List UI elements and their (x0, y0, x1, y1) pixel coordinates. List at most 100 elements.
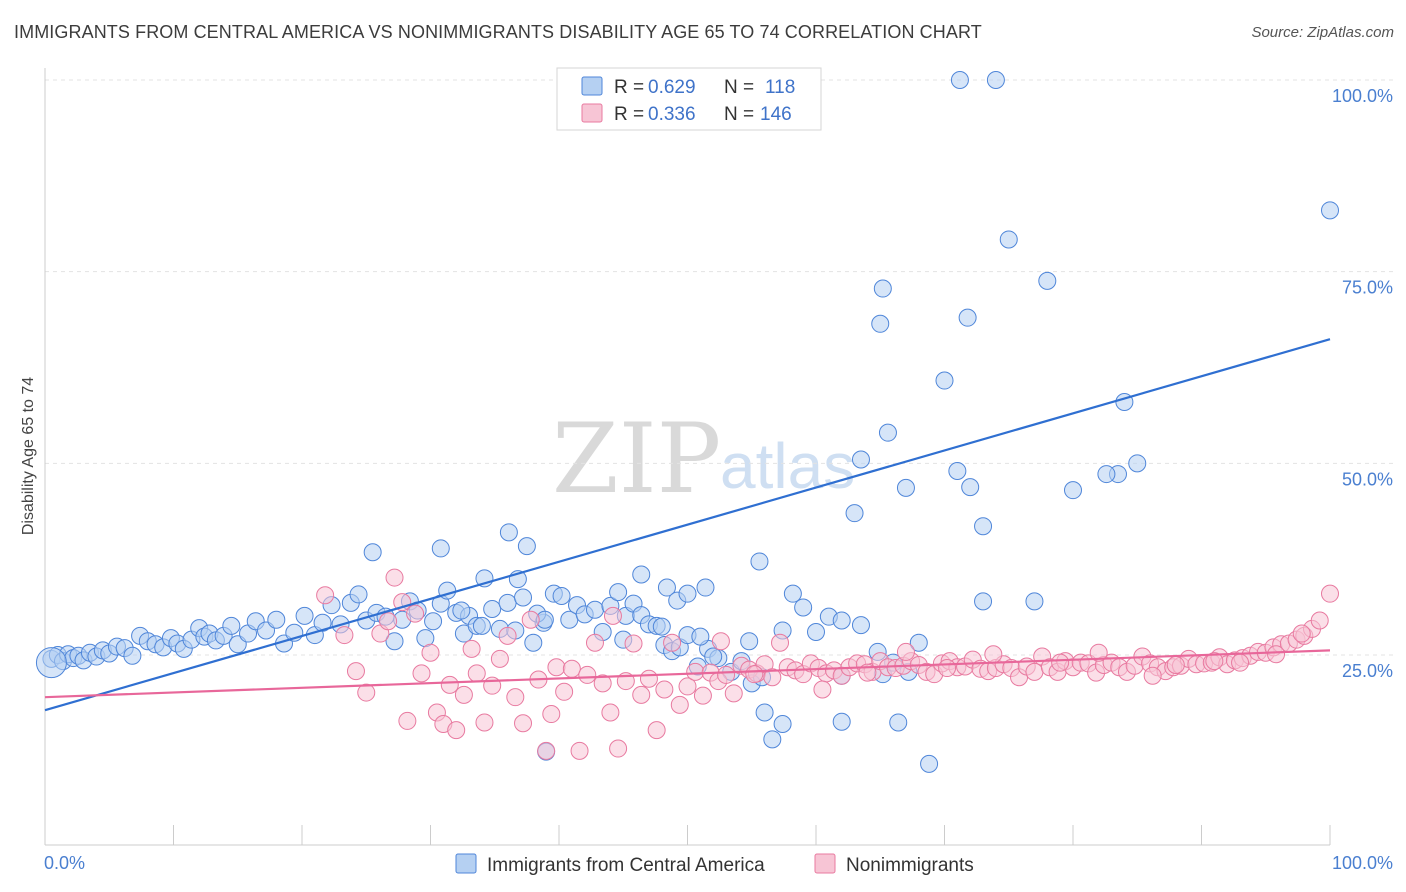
data-point-immigrants (517, 537, 536, 556)
data-point-nonimmigrants (1205, 652, 1224, 671)
series-nonimmigrants-points (316, 568, 1339, 760)
data-point-immigrants (832, 611, 851, 630)
data-point-nonimmigrants (1143, 666, 1162, 685)
data-point-nonimmigrants (693, 686, 712, 705)
data-point-nonimmigrants (521, 610, 540, 629)
data-point-immigrants (773, 715, 792, 733)
data-point-nonimmigrants (678, 677, 697, 696)
data-point-nonimmigrants (555, 682, 574, 701)
trend-lines (44, 338, 1331, 712)
data-point-nonimmigrants (655, 680, 674, 699)
data-point-nonimmigrants (1292, 624, 1311, 643)
data-point-nonimmigrants (406, 604, 425, 623)
data-point-nonimmigrants (763, 668, 782, 687)
data-point-nonimmigrants (335, 626, 354, 645)
data-point-immigrants (935, 371, 954, 390)
x-tick-label: 100.0% (1332, 853, 1393, 873)
data-point-immigrants (851, 616, 870, 635)
data-point-immigrants (1097, 465, 1116, 484)
data-point-nonimmigrants (1321, 584, 1339, 603)
legend-n-label-1: N = (724, 77, 754, 98)
data-point-immigrants (295, 606, 314, 625)
data-point-immigrants (363, 543, 382, 562)
legend-swatch-immigrants (455, 853, 477, 874)
data-point-nonimmigrants (357, 683, 376, 702)
data-point-nonimmigrants (578, 665, 597, 684)
data-point-nonimmigrants (647, 721, 666, 740)
watermark-atlas: atlas (720, 430, 855, 502)
data-point-immigrants (431, 539, 450, 558)
data-point-immigrants (267, 610, 286, 629)
data-point-immigrants (763, 730, 782, 749)
data-point-immigrants (552, 586, 571, 605)
data-point-nonimmigrants (711, 632, 730, 651)
data-point-immigrants (948, 462, 967, 480)
data-point-immigrants (845, 504, 864, 523)
data-point-immigrants (678, 584, 697, 603)
data-point-immigrants (961, 478, 980, 497)
data-point-immigrants (385, 632, 404, 651)
data-point-immigrants (986, 71, 1005, 89)
data-point-nonimmigrants (813, 680, 832, 699)
data-point-immigrants (807, 623, 825, 641)
data-point-nonimmigrants (562, 659, 581, 678)
data-point-nonimmigrants (724, 684, 743, 703)
data-point-nonimmigrants (663, 633, 682, 652)
data-point-nonimmigrants (603, 606, 622, 625)
data-point-immigrants (783, 584, 802, 603)
data-point-immigrants (920, 754, 939, 773)
data-point-nonimmigrants (467, 664, 486, 683)
data-point-immigrants (349, 585, 368, 604)
legend-n-value-1: 118 (765, 77, 795, 98)
data-point-immigrants (632, 565, 651, 584)
y-tick-label: 100.0% (1332, 86, 1393, 106)
data-point-immigrants (657, 578, 676, 597)
source-label: Source: ZipAtlas.com (1251, 24, 1394, 41)
data-point-immigrants (909, 633, 928, 652)
data-point-immigrants (691, 627, 710, 646)
data-point-nonimmigrants (1051, 653, 1070, 672)
data-point-immigrants (524, 633, 543, 652)
data-point-immigrants (609, 583, 628, 602)
watermark-zip: ZIP (552, 403, 721, 515)
data-point-immigrants (498, 593, 517, 612)
data-point-nonimmigrants (601, 703, 620, 722)
data-point-nonimmigrants (412, 664, 431, 683)
data-point-nonimmigrants (346, 662, 365, 681)
data-point-immigrants (878, 423, 897, 442)
series-legend: Immigrants from Central America Nonimmig… (455, 853, 974, 876)
legend-swatch-blue (581, 76, 603, 96)
data-point-immigrants (696, 578, 715, 597)
data-point-nonimmigrants (421, 643, 440, 662)
legend-swatch-pink (581, 103, 603, 123)
data-point-immigrants (755, 703, 774, 722)
data-point-immigrants (1321, 201, 1339, 220)
data-point-immigrants (1038, 271, 1057, 290)
legend-label-immigrants: Immigrants from Central America (487, 855, 765, 876)
data-point-immigrants (472, 616, 491, 635)
data-point-nonimmigrants (585, 633, 604, 652)
data-point-immigrants (35, 647, 67, 679)
data-point-nonimmigrants (938, 659, 957, 678)
data-point-nonimmigrants (514, 714, 533, 733)
data-point-nonimmigrants (506, 688, 525, 707)
data-point-nonimmigrants (896, 642, 915, 661)
data-point-nonimmigrants (717, 665, 736, 684)
trend-line-immigrants (44, 338, 1331, 712)
data-point-immigrants (832, 712, 851, 731)
data-point-nonimmigrants (316, 586, 335, 605)
data-point-nonimmigrants (686, 662, 705, 681)
data-point-nonimmigrants (490, 649, 509, 668)
data-point-immigrants (1025, 592, 1044, 611)
legend-n-value-2: 146 (760, 104, 792, 125)
data-point-nonimmigrants (771, 633, 790, 652)
data-point-nonimmigrants (385, 568, 404, 587)
data-point-nonimmigrants (1089, 643, 1108, 662)
data-point-immigrants (222, 616, 241, 635)
data-point-nonimmigrants (537, 741, 556, 760)
trend-line-nonimmigrants (44, 649, 1331, 699)
legend-r-label-2: R = (614, 104, 644, 125)
data-point-immigrants (483, 600, 502, 618)
chart-title: IMMIGRANTS FROM CENTRAL AMERICA VS NONIM… (14, 22, 982, 42)
data-point-nonimmigrants (447, 721, 466, 740)
